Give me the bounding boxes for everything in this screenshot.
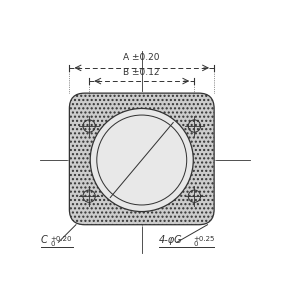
Circle shape bbox=[90, 108, 193, 211]
Text: +0.20: +0.20 bbox=[51, 237, 72, 242]
Text: B ±0.12: B ±0.12 bbox=[123, 68, 160, 77]
Text: +0.25: +0.25 bbox=[193, 237, 215, 242]
Text: 0: 0 bbox=[51, 241, 55, 247]
Text: C: C bbox=[41, 235, 48, 245]
Text: 0: 0 bbox=[193, 241, 198, 247]
Text: A ±0.20: A ±0.20 bbox=[123, 54, 160, 62]
FancyBboxPatch shape bbox=[69, 93, 214, 225]
Text: 4-φG: 4-φG bbox=[159, 235, 183, 245]
